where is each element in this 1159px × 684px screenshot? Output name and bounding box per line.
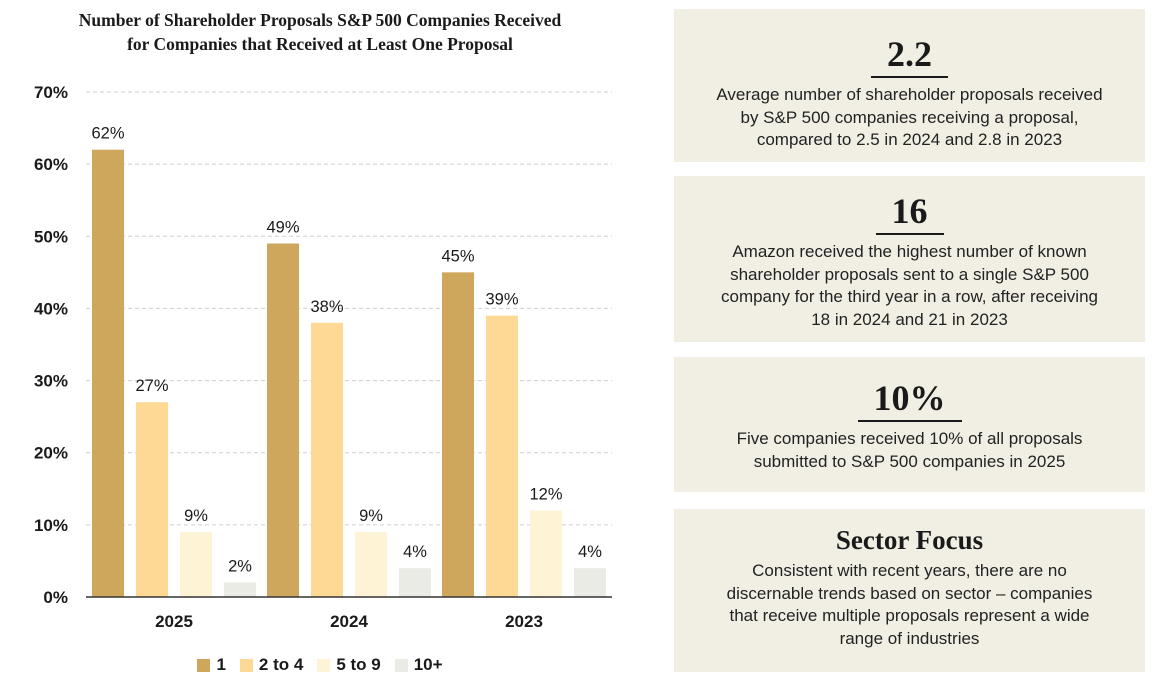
data-label: 39%: [485, 291, 518, 309]
bar-2-to-4-2025: [136, 402, 168, 597]
stat-value-amazon: 16: [875, 190, 944, 235]
stat-description-sector-focus: Consistent with recent years, there are …: [688, 560, 1131, 650]
stat-card-amazon: 16 Amazon received the highest number of…: [674, 176, 1145, 342]
data-label: 38%: [310, 298, 343, 316]
data-label: 9%: [359, 507, 383, 525]
y-tick-label: 70%: [34, 83, 68, 102]
y-tick-label: 10%: [34, 516, 68, 535]
data-label: 49%: [266, 219, 299, 237]
data-label: 4%: [578, 543, 602, 561]
x-tick-label: 2023: [505, 612, 543, 631]
desc-line: company for the third year in a row, aft…: [720, 287, 1098, 306]
legend-item-10-plus: 10+: [394, 655, 443, 675]
stat-card-average: 2.2 Average number of shareholder propos…: [674, 9, 1145, 162]
desc-line: that receive multiple proposals represen…: [729, 606, 1090, 625]
data-label: 45%: [441, 247, 474, 265]
bar-5-to-9-2024: [355, 532, 387, 597]
stat-description-concentration: Five companies received 10% of all propo…: [688, 428, 1131, 473]
bar-10plus-2023: [574, 568, 606, 597]
y-tick-label: 30%: [34, 372, 68, 391]
desc-line: by S&P 500 companies receiving a proposa…: [740, 107, 1079, 127]
bar-1-2023: [442, 272, 474, 597]
legend-label-1: 1: [216, 655, 226, 674]
bar-1-2024: [267, 243, 299, 597]
bar-1-2025: [92, 149, 124, 597]
stat-card-sector-focus: Sector Focus Consistent with recent year…: [674, 509, 1145, 672]
chart-title: Number of Shareholder Proposals S&P 500 …: [20, 8, 620, 56]
legend-swatch-5-to-9: [317, 658, 331, 672]
desc-line: discernable trends based on sector – com…: [726, 583, 1093, 603]
bar-5-to-9-2023: [530, 510, 562, 597]
data-label: 27%: [135, 377, 168, 395]
chart-title-line-2: for Companies that Received at Least One…: [127, 34, 513, 54]
stat-description-amazon: Amazon received the highest number of kn…: [688, 241, 1131, 331]
desc-line: Five companies received 10% of all propo…: [736, 429, 1083, 448]
y-tick-label: 0%: [43, 588, 68, 607]
data-label: 12%: [529, 485, 562, 503]
x-tick-label: 2024: [330, 612, 368, 631]
legend-swatch-2-to-4: [239, 658, 253, 672]
bar-5-to-9-2025: [180, 532, 212, 597]
y-tick-label: 50%: [34, 227, 68, 246]
legend-swatch-1: [197, 658, 211, 672]
x-tick-label: 2025: [155, 612, 193, 631]
data-label: 4%: [403, 543, 427, 561]
legend-item-1: 1: [197, 655, 226, 675]
sector-focus-heading: Sector Focus: [835, 525, 984, 555]
y-tick-label: 60%: [34, 155, 68, 174]
bar-2-to-4-2023: [486, 315, 518, 597]
legend-item-5-to-9: 5 to 9: [317, 655, 381, 675]
stat-description-average: Average number of shareholder proposals …: [688, 84, 1131, 152]
legend-swatch-10-plus: [394, 658, 408, 672]
legend-label-10-plus: 10+: [413, 655, 443, 674]
bar-2-to-4-2024: [311, 322, 343, 597]
stat-value-concentration: 10%: [857, 377, 962, 422]
legend-item-2-to-4: 2 to 4: [239, 655, 304, 675]
bar-10plus-2025: [224, 582, 256, 597]
data-label: 9%: [184, 507, 208, 525]
chart-legend: 1 2 to 4 5 to 9 10+: [0, 655, 640, 675]
chart-title-line-1: Number of Shareholder Proposals S&P 500 …: [78, 10, 562, 30]
data-label: 2%: [228, 558, 252, 576]
bar-chart: 0% 10% 20% 30% 40% 50% 60% 70% 62% 27% 9% 2% 2025 49%…: [34, 83, 612, 631]
y-tick-label: 20%: [34, 444, 68, 463]
desc-line: Average number of shareholder proposals …: [716, 85, 1103, 104]
desc-line: 18 in 2024 and 21 in 2023: [811, 309, 1008, 329]
stat-value-average: 2.2: [871, 33, 948, 78]
legend-label-2-to-4: 2 to 4: [258, 655, 304, 674]
legend-label-5-to-9: 5 to 9: [336, 655, 381, 674]
y-tick-label: 40%: [34, 299, 68, 318]
desc-line: compared to 2.5 in 2024 and 2.8 in 2023: [756, 130, 1063, 149]
desc-line: Consistent with recent years, there are …: [752, 561, 1067, 580]
desc-line: range of industries: [839, 628, 980, 648]
stat-card-concentration: 10% Five companies received 10% of all p…: [674, 357, 1145, 492]
bar-10plus-2024: [399, 568, 431, 597]
desc-line: submitted to S&P 500 companies in 2025: [753, 451, 1066, 471]
desc-line: Amazon received the highest number of kn…: [732, 242, 1087, 261]
desc-line: shareholder proposals sent to a single S…: [730, 264, 1089, 284]
data-label: 62%: [91, 125, 124, 143]
